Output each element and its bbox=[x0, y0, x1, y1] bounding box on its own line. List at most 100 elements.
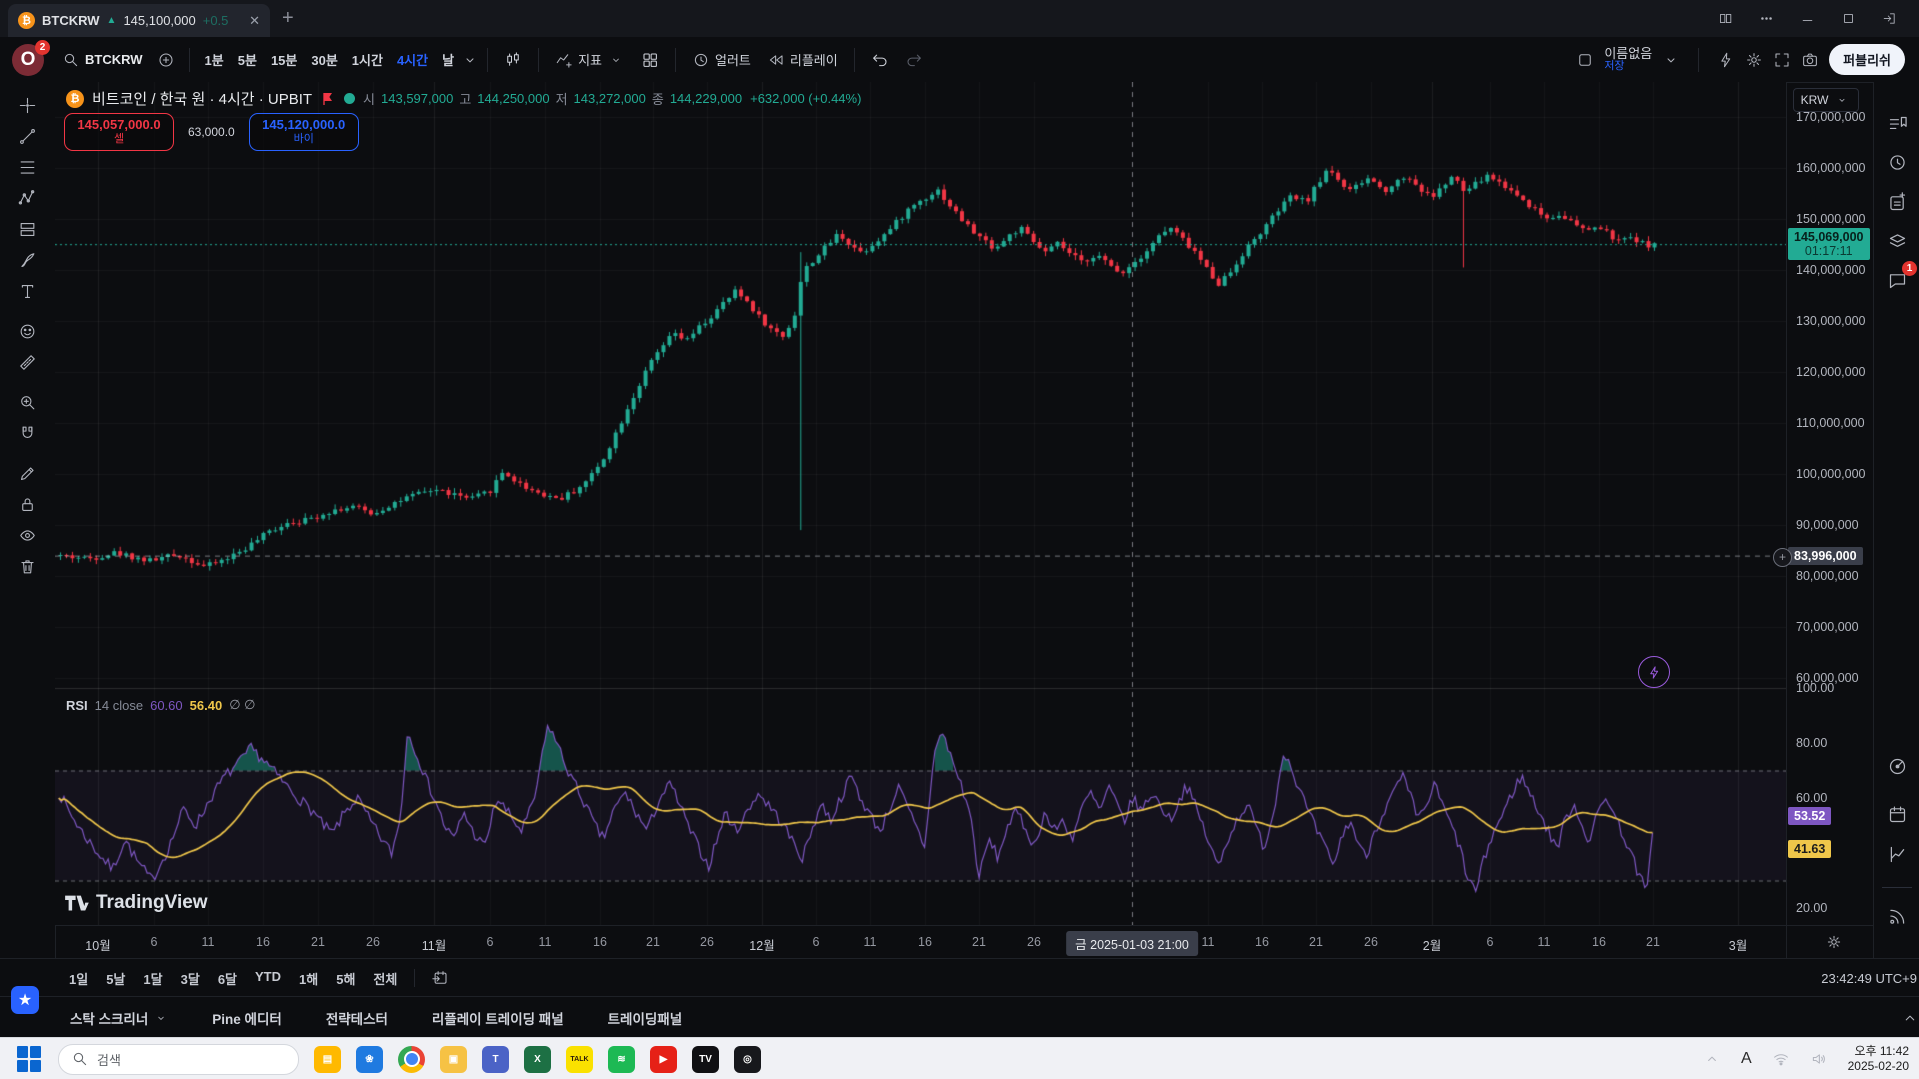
long-position-tool[interactable] bbox=[9, 214, 47, 245]
chevron-down-icon[interactable] bbox=[1662, 51, 1680, 69]
settings-gear-icon[interactable] bbox=[1745, 51, 1763, 69]
trend-line-tool[interactable] bbox=[9, 121, 47, 152]
tab-tiles-icon[interactable] bbox=[1718, 11, 1733, 26]
ruler-tool[interactable] bbox=[9, 347, 47, 378]
chrome-app-icon[interactable] bbox=[398, 1046, 425, 1073]
axis-settings-gear-icon[interactable] bbox=[1825, 933, 1843, 951]
spotify-app-icon[interactable]: ≋ bbox=[608, 1046, 635, 1073]
alerts-clock-panel-button[interactable] bbox=[1881, 146, 1913, 178]
time-axis[interactable]: 10월61116212611월61116212612월6111621261116… bbox=[55, 925, 1873, 959]
interval-button-날[interactable]: 날 bbox=[435, 45, 461, 74]
undo-icon[interactable] bbox=[863, 46, 897, 74]
folder-app-icon[interactable]: ▣ bbox=[440, 1046, 467, 1073]
price-chart-canvas[interactable] bbox=[55, 82, 1786, 925]
interval-button-15분[interactable]: 15분 bbox=[264, 45, 304, 74]
replay-button[interactable]: 리플레이 bbox=[759, 45, 846, 74]
range-button-1달[interactable]: 1달 bbox=[134, 965, 171, 992]
wifi-icon[interactable] bbox=[1772, 1050, 1790, 1068]
quick-search-bolt-icon[interactable] bbox=[1717, 51, 1735, 69]
magnet-tool[interactable] bbox=[9, 418, 47, 449]
chart-clock[interactable]: 23:42:49 UTC+9 bbox=[1821, 971, 1917, 986]
alert-button[interactable]: 얼러트 bbox=[684, 45, 759, 74]
browser-tab[interactable]: ₿ BTCKRW ▲ 145,100,000 +0.5 ✕ bbox=[8, 4, 270, 37]
footer-tab-트레이딩패널[interactable]: 트레이딩패널 bbox=[608, 1008, 683, 1028]
photos-app-icon[interactable]: ❀ bbox=[356, 1046, 383, 1073]
layout-grid-icon[interactable] bbox=[633, 46, 667, 74]
emoji-tool[interactable] bbox=[9, 316, 47, 347]
tab-close-icon[interactable]: ✕ bbox=[249, 13, 260, 29]
exit-icon[interactable] bbox=[1882, 11, 1897, 26]
sell-button[interactable]: 145,057,000.0 셀 bbox=[64, 113, 174, 151]
screener-radar-panel-button[interactable] bbox=[1881, 750, 1913, 782]
instant-trade-bolt-button[interactable] bbox=[1638, 656, 1670, 688]
go-to-date-icon[interactable] bbox=[431, 969, 449, 987]
interval-button-30분[interactable]: 30분 bbox=[304, 45, 344, 74]
menu-dots-icon[interactable] bbox=[1759, 11, 1774, 26]
teams-app-icon[interactable]: T bbox=[482, 1046, 509, 1073]
trash-tool[interactable] bbox=[9, 551, 47, 582]
file-explorer-app-icon[interactable]: ▤ bbox=[314, 1046, 341, 1073]
new-tab-button[interactable]: + bbox=[282, 7, 294, 30]
save-link[interactable]: 저장 bbox=[1604, 60, 1624, 73]
performance-panel-button[interactable] bbox=[1881, 838, 1913, 870]
ime-indicator[interactable]: A bbox=[1741, 1050, 1752, 1068]
buy-button[interactable]: 145,120,000.0 바이 bbox=[249, 113, 359, 151]
layout-save-group[interactable]: 이름없음 저장 bbox=[1604, 47, 1652, 73]
fib-retracement-tool[interactable] bbox=[9, 152, 47, 183]
tray-chevron-up-icon[interactable] bbox=[1703, 1050, 1721, 1068]
calendar-panel-button[interactable] bbox=[1881, 798, 1913, 830]
rsi-legend[interactable]: RSI 14 close 60.60 56.40 ∅ ∅ bbox=[66, 697, 255, 713]
taskbar-search-input[interactable]: 검색 bbox=[58, 1044, 299, 1075]
footer-tab-리플레이 트레이딩 패널[interactable]: 리플레이 트레이딩 패널 bbox=[432, 1008, 564, 1028]
start-button[interactable] bbox=[16, 1045, 44, 1073]
range-button-1해[interactable]: 1해 bbox=[290, 965, 327, 992]
minimize-icon[interactable] bbox=[1800, 11, 1815, 26]
collapse-chevron-up-icon[interactable] bbox=[1901, 1009, 1919, 1027]
zoom-in-tool[interactable] bbox=[9, 387, 47, 418]
snapshot-camera-icon[interactable] bbox=[1801, 51, 1819, 69]
volume-icon[interactable] bbox=[1810, 1050, 1828, 1068]
hide-tool[interactable] bbox=[9, 520, 47, 551]
tradingview-watermark[interactable]: TradingView bbox=[64, 892, 208, 914]
footer-tab-스탁 스크리너[interactable]: 스탁 스크리너 bbox=[70, 1008, 168, 1028]
cloud-save-checkbox-icon[interactable] bbox=[1576, 51, 1594, 69]
youtube-app-icon[interactable]: ▶ bbox=[650, 1046, 677, 1073]
interval-button-5분[interactable]: 5분 bbox=[231, 45, 264, 74]
streams-panel-button[interactable] bbox=[1881, 900, 1913, 932]
fullscreen-icon[interactable] bbox=[1773, 51, 1791, 69]
footer-tab-Pine 에디터[interactable]: Pine 에디터 bbox=[212, 1008, 282, 1028]
interval-button-1시간[interactable]: 1시간 bbox=[345, 45, 390, 74]
tradingview-app-icon[interactable]: TV bbox=[692, 1046, 719, 1073]
flag-icon[interactable] bbox=[320, 91, 336, 107]
range-button-1일[interactable]: 1일 bbox=[60, 965, 97, 992]
footer-tab-전략테스터[interactable]: 전략테스터 bbox=[326, 1008, 388, 1028]
symbol-search-button[interactable]: BTCKRW bbox=[54, 46, 151, 74]
redo-icon[interactable] bbox=[897, 46, 931, 74]
interval-button-4시간[interactable]: 4시간 bbox=[390, 45, 435, 74]
publish-button[interactable]: 퍼블리쉬 bbox=[1829, 44, 1905, 75]
pencil-tool[interactable] bbox=[9, 458, 47, 489]
range-button-3달[interactable]: 3달 bbox=[172, 965, 209, 992]
crosshair-tool[interactable] bbox=[9, 90, 47, 121]
chevron-down-icon[interactable] bbox=[461, 51, 479, 69]
notes-panel-button[interactable] bbox=[1881, 186, 1913, 218]
user-avatar[interactable]: O 2 bbox=[12, 44, 44, 76]
text-tool[interactable] bbox=[9, 276, 47, 307]
watchlist-panel-button[interactable] bbox=[1881, 108, 1913, 140]
range-button-전체[interactable]: 전체 bbox=[364, 965, 406, 992]
range-button-5날[interactable]: 5날 bbox=[97, 965, 134, 992]
brush-tool[interactable] bbox=[9, 245, 47, 276]
chat-panel-button[interactable]: 1 bbox=[1881, 264, 1913, 296]
interval-button-1분[interactable]: 1분 bbox=[198, 45, 231, 74]
maximize-icon[interactable] bbox=[1841, 11, 1856, 26]
range-button-YTD[interactable]: YTD bbox=[246, 965, 290, 992]
tray-clock[interactable]: 오후 11:42 2025-02-20 bbox=[1848, 1044, 1909, 1074]
axis-plus-button[interactable]: + bbox=[1773, 548, 1792, 567]
indicators-button[interactable]: 지표 bbox=[547, 45, 633, 74]
currency-toggle-button[interactable]: KRW bbox=[1793, 88, 1859, 112]
compare-plus-icon[interactable] bbox=[157, 51, 175, 69]
chart-legend[interactable]: ₿ 비트코인 / 한국 원 · 4시간 · UPBIT 시143,597,000… bbox=[66, 88, 861, 109]
lock-tool[interactable] bbox=[9, 489, 47, 520]
game-app-icon[interactable]: ◎ bbox=[734, 1046, 761, 1073]
range-button-6달[interactable]: 6달 bbox=[209, 965, 246, 992]
